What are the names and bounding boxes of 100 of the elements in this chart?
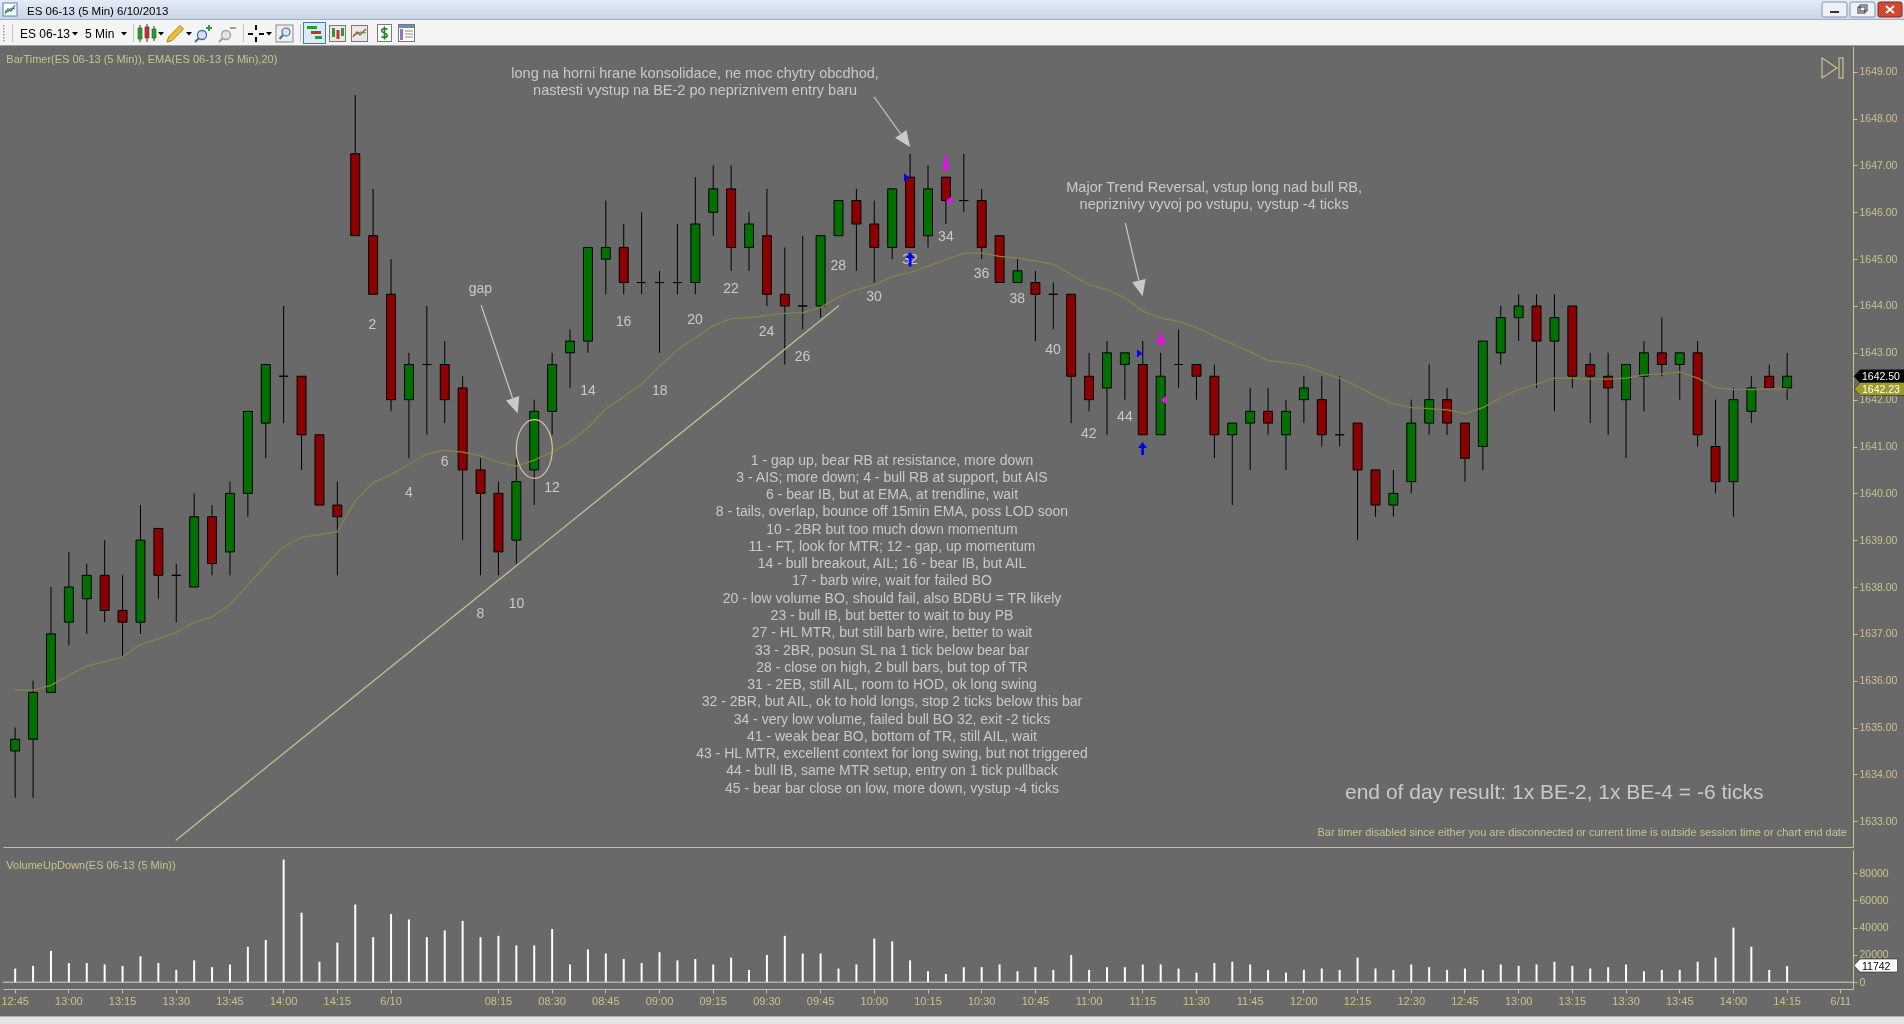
candlestick xyxy=(797,235,808,330)
candlestick xyxy=(565,328,575,389)
candlestick xyxy=(1263,387,1274,436)
candlestick xyxy=(1245,387,1256,471)
bar xyxy=(1070,954,1073,983)
annotation: 16 xyxy=(615,312,632,329)
candlestick xyxy=(1424,364,1435,436)
bar xyxy=(1714,957,1717,983)
x-tick-label: 09:15 xyxy=(699,994,727,1007)
text: BarTimer(ES 06-13 (5 Min)), EMA(ES 06-13 (5 Min),20) xyxy=(6,53,278,65)
x-tick-label: 13:45 xyxy=(1665,994,1694,1007)
bar xyxy=(1034,967,1037,983)
candlestick xyxy=(744,211,754,272)
y-tick-label: 1647.00 xyxy=(1859,158,1898,171)
annotation: gap xyxy=(468,280,493,296)
y-tick-label: 1635.00 xyxy=(1859,721,1898,734)
bar xyxy=(569,964,572,983)
y-tick-label: 1645.00 xyxy=(1859,252,1898,265)
x-tick-label: 14:00 xyxy=(269,994,298,1007)
bar xyxy=(157,963,160,983)
bar xyxy=(980,967,983,983)
bar xyxy=(1750,946,1753,983)
bar xyxy=(1195,972,1198,983)
x-tick-label: 13:00 xyxy=(1504,994,1533,1007)
bar xyxy=(1535,964,1538,983)
x-tick-label: 13:15 xyxy=(108,994,137,1007)
text: 1642.23 xyxy=(1862,383,1901,395)
bar xyxy=(1499,964,1502,983)
annotation: Bar timer disabled since either you are disconnected or current time is outside session time or chart end date xyxy=(1317,825,1847,838)
x-tick-label: 14:00 xyxy=(1719,994,1748,1007)
dropdown: ES 06-13 xyxy=(20,27,78,41)
candlestick xyxy=(708,164,719,237)
x-tick-label: 13:30 xyxy=(162,994,191,1007)
x-tick-label: 12:30 xyxy=(1397,994,1426,1007)
window-header: ES 06-13 (5 Min) 6/10/2013 xyxy=(0,0,1904,20)
annotation: 20 xyxy=(687,310,704,327)
y-tick-label: 1641.00 xyxy=(1859,440,1898,452)
candlestick xyxy=(1012,258,1023,284)
candlestick xyxy=(332,481,343,576)
bar xyxy=(354,904,357,983)
y-tick-label: 20000 xyxy=(1859,948,1889,961)
y-tick-label: 80000 xyxy=(1859,866,1889,879)
bar xyxy=(640,963,643,983)
bar xyxy=(336,942,339,983)
candlestick xyxy=(1674,352,1685,401)
x-tick-label: 12:45 xyxy=(1,994,29,1007)
x-tick-label: 11:30 xyxy=(1183,994,1210,1007)
bar xyxy=(1607,967,1610,983)
candlestick xyxy=(1442,387,1453,436)
annotation: 42 xyxy=(1080,424,1097,441)
x-tick-label: 10:15 xyxy=(914,994,942,1007)
candlestick xyxy=(1084,352,1095,412)
bar xyxy=(461,920,464,983)
bar xyxy=(193,960,196,983)
bar xyxy=(712,964,715,983)
bar xyxy=(1768,969,1771,983)
bar xyxy=(551,929,554,983)
bar xyxy=(944,974,947,983)
annotation: 12 xyxy=(544,479,561,495)
annotation: 6 xyxy=(440,453,449,470)
bar xyxy=(819,953,822,983)
candlestick xyxy=(10,727,21,799)
bar xyxy=(1302,969,1305,983)
y-tick-label: 60000 xyxy=(1859,893,1889,906)
bar xyxy=(676,960,679,983)
y-tick-label: 1642.00 xyxy=(1859,393,1898,406)
y-tick-label: 40000 xyxy=(1859,921,1889,934)
x-tick-label: 13:30 xyxy=(1612,994,1640,1007)
bar xyxy=(1016,971,1019,983)
x-tick-label: 08:15 xyxy=(484,994,513,1007)
bar xyxy=(497,935,500,983)
x-tick-label: 09:00 xyxy=(645,994,674,1007)
bar xyxy=(1589,968,1592,983)
y-tick-label: 1640.00 xyxy=(1859,486,1898,499)
text: 1642.50 xyxy=(1862,370,1901,383)
annotation: 40 xyxy=(1045,341,1061,357)
annotation: 24 xyxy=(758,322,775,339)
y-tick-label: 0 xyxy=(1859,975,1866,988)
x-tick-label: 08:45 xyxy=(592,994,620,1007)
annotation: 36 xyxy=(973,264,990,281)
bar xyxy=(1320,968,1323,983)
bar xyxy=(604,953,607,983)
x-tick-label: 12:00 xyxy=(1290,994,1318,1007)
bar xyxy=(1088,969,1091,983)
bar xyxy=(282,859,285,983)
bar xyxy=(1553,961,1556,983)
bar xyxy=(246,946,249,983)
bar xyxy=(694,959,697,983)
bar xyxy=(1374,968,1377,983)
x-tick-label: 10:45 xyxy=(1021,994,1050,1007)
annotation: 10 xyxy=(508,594,525,611)
y-tick-label: 1633.00 xyxy=(1859,814,1898,827)
candlestick xyxy=(600,200,611,295)
bar xyxy=(1159,964,1162,983)
candlestick xyxy=(1585,352,1596,424)
bar xyxy=(658,952,661,983)
bar xyxy=(14,968,17,983)
bar xyxy=(1678,969,1681,983)
bar xyxy=(1481,969,1484,983)
x-tick-label: 14:15 xyxy=(1773,994,1801,1007)
